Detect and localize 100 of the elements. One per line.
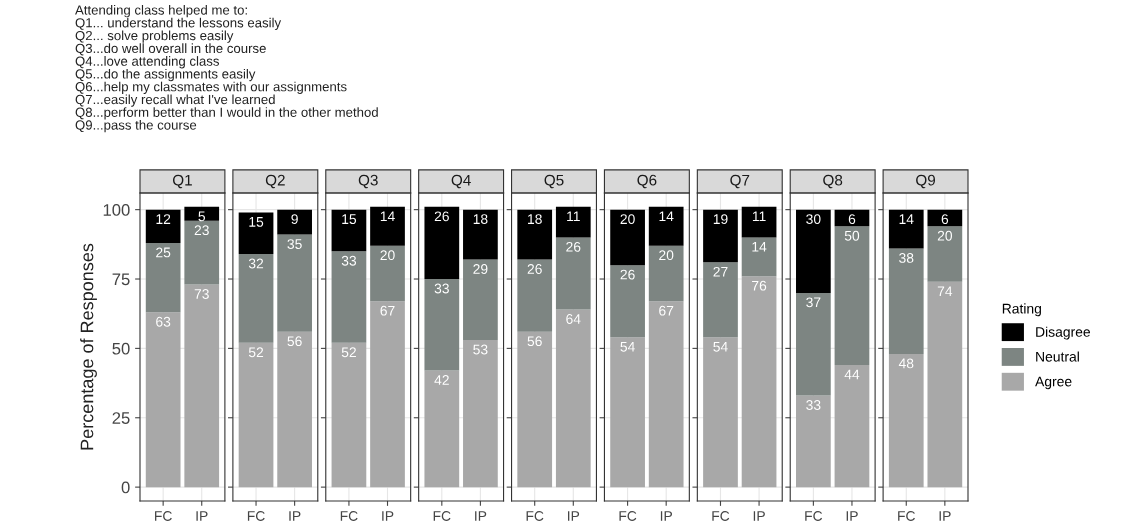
y-tick-label: 50 [112,342,130,355]
data-label: 26 [566,241,581,252]
data-label: 11 [752,211,766,222]
data-label: 20 [620,214,635,225]
x-tick-label: FC [340,511,358,521]
bar [277,209,312,235]
bar [517,209,553,260]
data-label: 50 [844,230,860,241]
x-tick-label: FC [619,511,637,521]
data-label: 23 [194,225,209,236]
y-tick-label: 25 [112,412,130,424]
bar [703,337,738,488]
bar [517,331,553,488]
legend-label: Disagree [1036,326,1091,340]
bar [555,206,591,238]
data-label: 26 [620,269,635,280]
legend-label: Neutral [1036,351,1079,362]
bar [927,281,963,488]
bar [277,331,312,488]
data-label: 35 [287,239,302,249]
data-label: 37 [806,297,821,308]
chart-title: Q5 [544,174,564,189]
bar [703,209,738,263]
bar [517,259,553,332]
data-label: 6 [848,214,856,225]
data-label: 53 [473,344,488,355]
data-label: 6 [941,214,949,225]
bar [610,265,645,338]
data-label: 52 [341,347,356,358]
chart-title: Q4 [451,174,471,189]
data-label: 27 [713,266,728,277]
bar [238,254,274,343]
data-label: 19 [713,214,728,225]
bar [370,245,405,302]
bar [648,245,684,302]
x-tick-label: IP [289,511,301,521]
data-label: 54 [713,341,728,352]
data-label: 44 [844,369,860,380]
bar [424,206,460,280]
legend-title: Rating [1002,303,1041,317]
data-label: 14 [899,214,914,224]
data-label: 14 [659,211,674,222]
bar [648,206,684,246]
bar [238,342,274,488]
data-label: 30 [806,214,821,225]
x-tick-label: FC [433,511,451,521]
data-label: 33 [434,283,449,294]
x-tick-label: IP [939,511,951,521]
data-label: 26 [527,264,542,274]
data-label: 20 [659,250,674,261]
bar [796,209,831,293]
bar [145,242,181,313]
bar [741,237,777,277]
x-tick-label: IP [660,511,673,521]
y-tick-label: 75 [112,273,130,286]
bar [370,206,405,246]
data-label: 14 [752,242,767,252]
data-label: 11 [567,211,580,222]
bar [184,206,220,221]
data-label: 12 [156,214,171,224]
bar [834,365,870,488]
chart-title: Q3 [358,174,378,189]
chart-title: Q7 [730,174,750,189]
chart-title: Q6 [637,174,657,189]
bar [888,353,924,488]
y-axis-title: Percentage of Responses [80,243,97,450]
data-label: 5 [198,211,206,222]
bar [463,259,498,341]
bar [610,209,645,266]
text: Attending class helped me to: Q1... understand the lessons easily Q2... solve problems easily Q3...do well overall in the course Q4...love attending class Q5...do the assignments easily Q6...help my classmates with our assignments Q7...easily recall what I've learned Q8...perform better than I would in the other method Q9...pass the course [75,5,378,133]
bar [741,206,777,238]
data-label: 33 [806,400,821,410]
bar [927,209,963,227]
bar [145,209,181,243]
bar [184,220,220,285]
data-label: 67 [659,305,674,316]
bar [463,340,498,488]
bar [927,226,963,282]
y-tick-label: 0 [121,481,130,494]
x-tick-label: FC [526,511,544,521]
chart-title: Q1 [172,174,192,189]
x-tick-label: FC [898,511,915,521]
data-label: 32 [248,258,264,269]
data-label: 38 [899,253,914,263]
bar [555,237,591,310]
data-label: 25 [156,247,171,258]
bar [331,342,367,488]
y-tick-label: 100 [103,204,130,216]
data-label: 42 [434,375,449,385]
data-label: 52 [248,347,264,358]
x-tick-label: IP [196,511,208,521]
data-label: 76 [752,280,767,291]
bar [424,279,460,371]
x-tick-label: FC [805,511,823,521]
data-label: 20 [380,250,395,261]
data-label: 14 [380,211,395,222]
bar [463,209,498,260]
data-label: 29 [473,264,488,274]
bar [888,209,924,249]
bar [796,292,831,396]
